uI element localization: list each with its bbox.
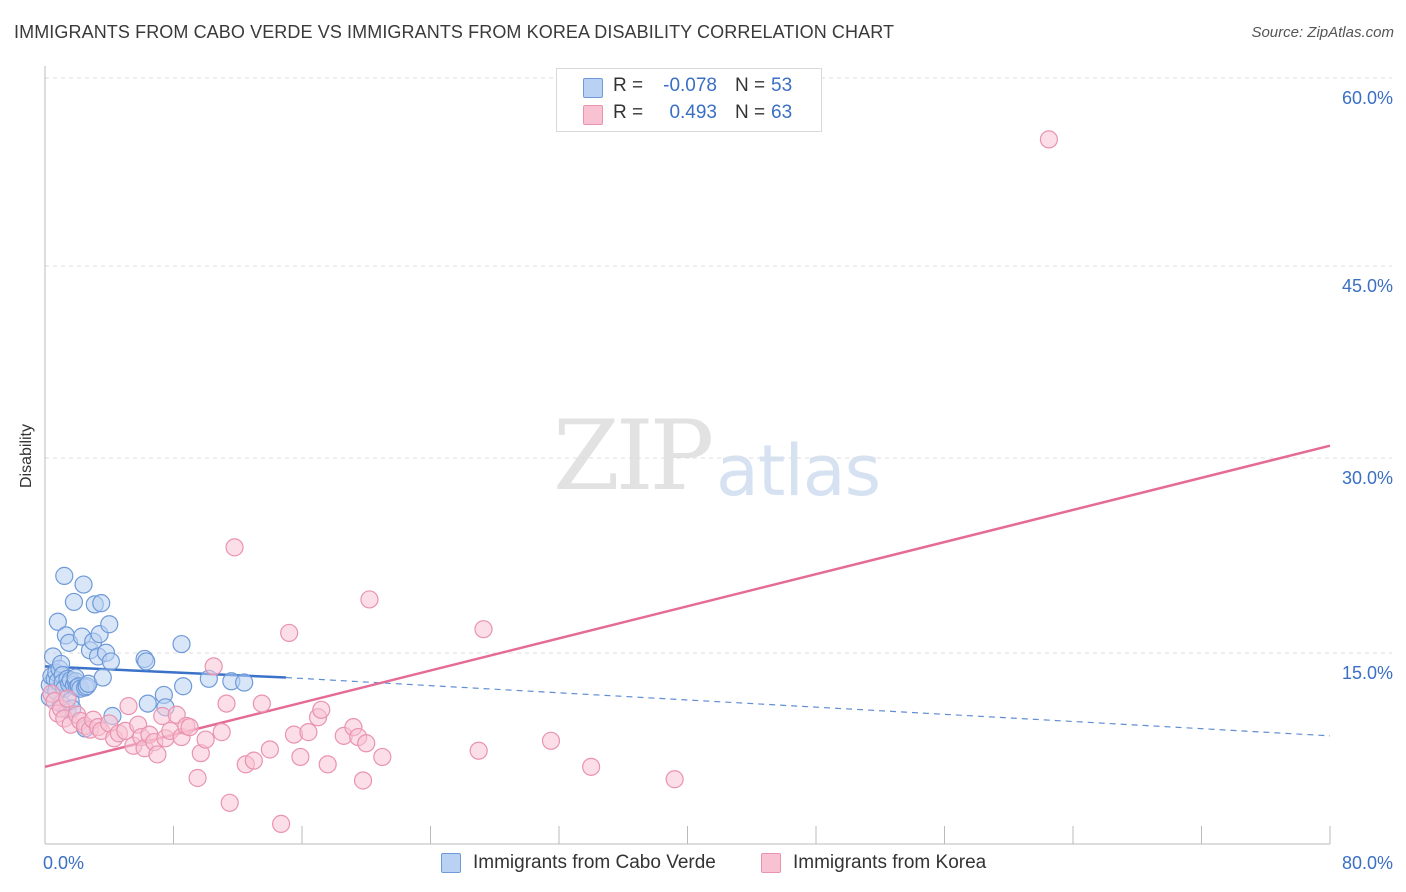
y-axis-label: Disability bbox=[18, 424, 35, 489]
data-point-korea bbox=[244, 751, 263, 770]
legend-swatch-blue bbox=[441, 853, 461, 873]
legend-r-label: R = bbox=[613, 75, 644, 96]
y-tick-label: 45.0% bbox=[1342, 276, 1393, 296]
data-point-korea bbox=[225, 538, 244, 557]
chart-title: IMMIGRANTS FROM CABO VERDE VS IMMIGRANTS… bbox=[14, 22, 895, 42]
legend-label: Immigrants from Korea bbox=[793, 852, 987, 873]
data-point-cabo-verde bbox=[55, 566, 74, 585]
data-point-korea bbox=[119, 696, 138, 716]
data-point-korea bbox=[291, 747, 310, 767]
data-point-korea bbox=[357, 734, 376, 753]
y-tick-label: 60.0% bbox=[1342, 88, 1393, 108]
legend-r-label: R = bbox=[613, 102, 644, 123]
data-point-cabo-verde bbox=[101, 652, 120, 671]
data-point-korea bbox=[58, 689, 77, 708]
legend-swatch-blue bbox=[583, 78, 603, 98]
data-point-korea bbox=[469, 741, 488, 760]
legend-n-value: 53 bbox=[771, 75, 793, 96]
data-point-cabo-verde bbox=[93, 668, 112, 687]
y-tick-label: 15.0% bbox=[1342, 663, 1393, 683]
data-point-cabo-verde bbox=[172, 634, 191, 654]
data-point-korea bbox=[353, 771, 373, 790]
trend-line-cabo-verde-extension bbox=[285, 676, 1331, 737]
data-point-korea bbox=[360, 590, 379, 609]
legend-n-label: N = bbox=[735, 75, 766, 96]
data-point-korea bbox=[188, 768, 207, 788]
legend-r-value: -0.078 bbox=[663, 75, 717, 96]
legend-swatch-pink bbox=[761, 853, 781, 873]
legend-r-value: 0.493 bbox=[669, 102, 717, 123]
legend-label: Immigrants from Cabo Verde bbox=[473, 852, 716, 873]
legend-n-label: N = bbox=[735, 102, 766, 123]
x-tick-label: 0.0% bbox=[43, 853, 84, 873]
data-point-korea bbox=[204, 657, 223, 676]
data-point-korea bbox=[260, 740, 279, 759]
data-point-cabo-verde bbox=[235, 673, 254, 692]
data-point-korea bbox=[272, 814, 291, 833]
data-point-korea bbox=[373, 747, 392, 767]
data-point-korea bbox=[252, 694, 271, 713]
data-point-korea bbox=[280, 623, 299, 643]
data-point-korea bbox=[318, 755, 337, 774]
data-point-korea bbox=[474, 620, 493, 639]
data-point-korea bbox=[212, 723, 231, 742]
data-point-korea bbox=[196, 730, 215, 749]
grid-lines bbox=[45, 77, 1392, 654]
data-point-cabo-verde bbox=[137, 652, 156, 671]
data-point-korea bbox=[180, 718, 199, 737]
correlation-legend: R = -0.078 N = 53 R = 0.493 N = 63 bbox=[556, 68, 822, 132]
data-point-korea bbox=[312, 700, 331, 719]
data-point-korea bbox=[220, 793, 239, 812]
data-point-korea bbox=[541, 731, 561, 750]
data-point-cabo-verde bbox=[138, 694, 157, 713]
legend-n-value: 63 bbox=[771, 102, 793, 123]
data-point-korea bbox=[582, 757, 601, 776]
series-korea bbox=[42, 130, 1059, 833]
y-tick-label: 30.0% bbox=[1342, 468, 1393, 488]
axes bbox=[44, 66, 1331, 845]
data-point-korea bbox=[665, 770, 684, 789]
legend-row-korea: R = 0.493 N = 63 bbox=[557, 101, 821, 127]
watermark-zip: ZIP bbox=[553, 400, 714, 512]
data-point-cabo-verde bbox=[92, 594, 111, 613]
data-point-cabo-verde bbox=[100, 615, 119, 634]
data-point-cabo-verde bbox=[48, 612, 67, 631]
legend-row-cabo-verde: R = -0.078 N = 53 bbox=[557, 74, 821, 100]
data-point-cabo-verde bbox=[64, 592, 84, 612]
watermark-atlas: atlas bbox=[716, 430, 881, 512]
x-tick-label: 80.0% bbox=[1342, 853, 1393, 873]
data-point-korea bbox=[299, 723, 318, 742]
data-point-korea bbox=[1039, 130, 1059, 149]
tick-labels: 15.0% 30.0% 45.0% 60.0% 0.0% 80.0% bbox=[43, 88, 1393, 873]
data-point-korea bbox=[217, 694, 236, 713]
trend-line-korea bbox=[44, 444, 1331, 769]
data-point-korea bbox=[148, 745, 167, 764]
trend-lines bbox=[44, 444, 1331, 769]
source-credit: Source: ZipAtlas.com bbox=[1251, 24, 1394, 41]
data-point-cabo-verde bbox=[74, 575, 93, 594]
legend-swatch-pink bbox=[583, 105, 603, 125]
data-point-cabo-verde bbox=[174, 677, 193, 696]
